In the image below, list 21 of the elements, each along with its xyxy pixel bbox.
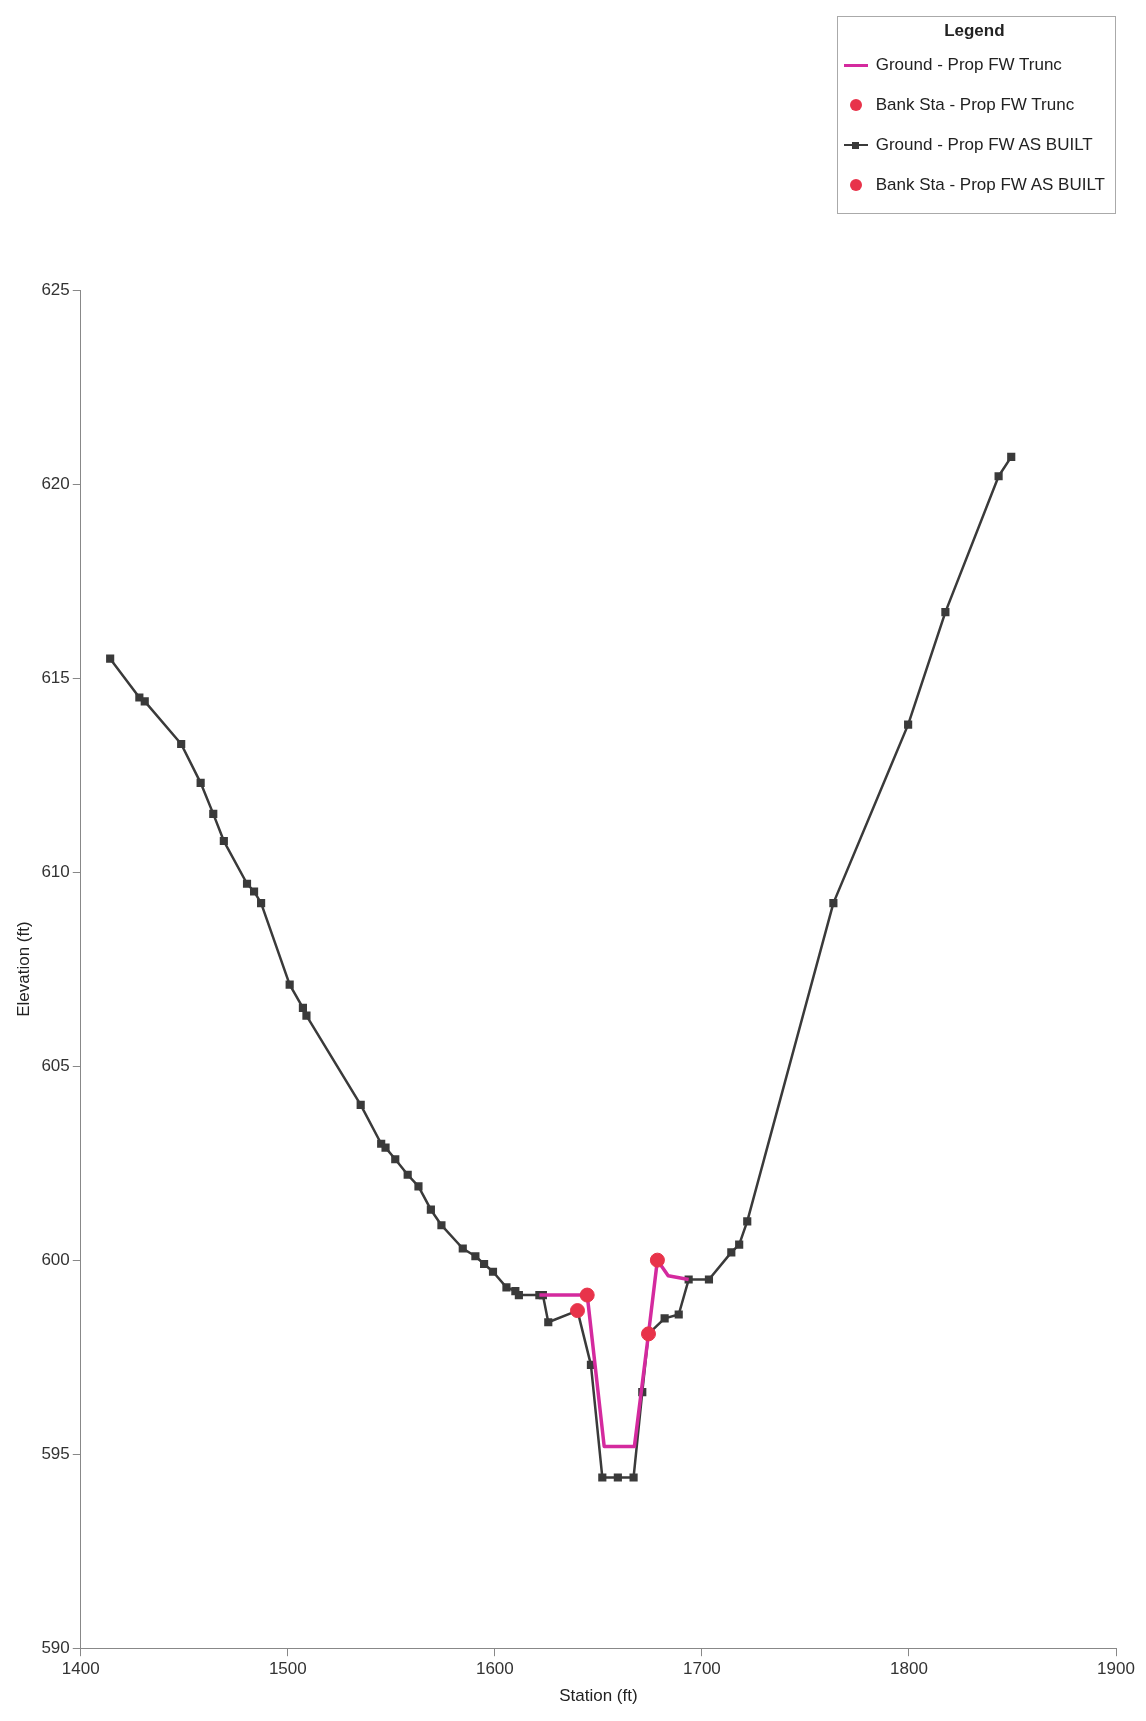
y-tick-label: 610	[41, 861, 70, 881]
y-tick-label: 595	[41, 1443, 70, 1463]
x-tick-label: 1500	[268, 1659, 307, 1679]
x-tick-label: 1600	[475, 1659, 514, 1679]
x-tick-label: 1700	[682, 1659, 721, 1679]
x-tick-label: 1400	[61, 1659, 100, 1679]
y-tick-label: 620	[41, 473, 70, 493]
y-tick-label: 625	[41, 279, 70, 299]
y-tick-label: 605	[41, 1055, 70, 1075]
y-tick-label: 600	[41, 1249, 70, 1269]
x-axis-title: Station (ft)	[559, 1686, 638, 1706]
legend-label: Ground - Prop FW AS BUILT	[875, 135, 1093, 155]
legend-title: Legend	[943, 21, 1006, 41]
y-tick-label: 590	[41, 1637, 70, 1657]
y-axis-title: Elevation (ft)	[13, 921, 33, 1017]
x-tick-label: 1800	[890, 1659, 928, 1679]
y-tick-label: 615	[41, 667, 70, 687]
legend-label: Ground - Prop FW Trunc	[875, 55, 1062, 75]
x-tick-label: 1900	[1097, 1659, 1135, 1679]
legend-label: Bank Sta - Prop FW AS BUILT	[875, 175, 1105, 195]
legend-label: Bank Sta - Prop FW Trunc	[875, 95, 1075, 115]
